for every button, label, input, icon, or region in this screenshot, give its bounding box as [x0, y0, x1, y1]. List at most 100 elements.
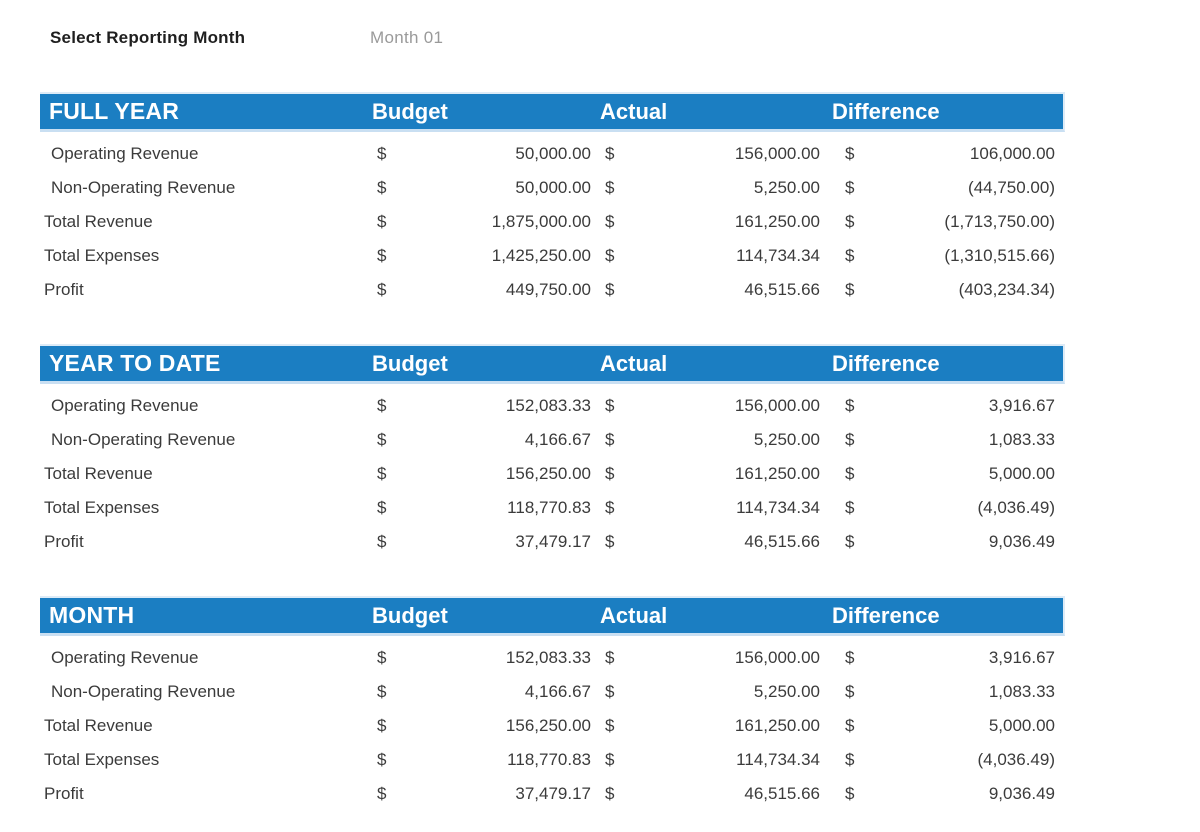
table-rows: Operating Revenue $ 152,083.33 $ 156,000…: [40, 384, 1065, 559]
currency-symbol: $: [377, 396, 387, 415]
reporting-month-value[interactable]: Month 01: [370, 28, 444, 47]
budget-cell: $ 50,000.00: [370, 144, 598, 164]
actual-value: 46,515.66: [744, 532, 820, 551]
currency-symbol: $: [845, 464, 855, 483]
row-label: Total Expenses: [44, 750, 160, 769]
row-label: Total Expenses: [44, 246, 160, 265]
table-row: Total Expenses $ 118,770.83 $ 114,734.34…: [40, 743, 1065, 777]
budget-cell: $ 50,000.00: [370, 178, 598, 198]
table-header: YEAR TO DATE Budget Actual Difference: [40, 344, 1065, 384]
difference-cell: $ 1,083.33: [830, 430, 1065, 450]
currency-symbol: $: [377, 178, 387, 197]
difference-value: (403,234.34): [958, 280, 1055, 299]
currency-symbol: $: [845, 498, 855, 517]
row-label: Profit: [44, 784, 84, 803]
difference-cell: $ (4,036.49): [830, 498, 1065, 518]
currency-symbol: $: [845, 246, 855, 265]
currency-symbol: $: [605, 498, 615, 517]
actual-value: 156,000.00: [734, 144, 820, 163]
currency-symbol: $: [377, 280, 387, 299]
column-header-difference: Difference: [832, 98, 940, 124]
currency-symbol: $: [845, 144, 855, 163]
currency-symbol: $: [377, 750, 387, 769]
budget-cell: $ 449,750.00: [370, 280, 598, 300]
actual-cell: $ 161,250.00: [598, 464, 830, 484]
column-header-budget: Budget: [372, 98, 448, 124]
actual-cell: $ 5,250.00: [598, 430, 830, 450]
actual-value: 5,250.00: [753, 178, 820, 197]
table-row: Total Expenses $ 1,425,250.00 $ 114,734.…: [40, 239, 1065, 273]
table-title: MONTH: [49, 602, 135, 628]
difference-value: (1,713,750.00): [944, 212, 1055, 231]
budget-value: 1,425,250.00: [491, 246, 591, 265]
difference-cell: $ 3,916.67: [830, 396, 1065, 416]
table-row: Profit $ 37,479.17 $ 46,515.66 $ 9,036.4…: [40, 777, 1065, 811]
budget-cell: $ 1,875,000.00: [370, 212, 598, 232]
currency-symbol: $: [845, 682, 855, 701]
reporting-month-label: Select Reporting Month: [50, 28, 246, 47]
budget-value: 118,770.83: [507, 498, 591, 517]
column-header-difference: Difference: [832, 350, 940, 376]
currency-symbol: $: [377, 212, 387, 231]
difference-cell: $ 1,083.33: [830, 682, 1065, 702]
table-row: Total Expenses $ 118,770.83 $ 114,734.34…: [40, 491, 1065, 525]
actual-cell: $ 161,250.00: [598, 716, 830, 736]
budget-cell: $ 1,425,250.00: [370, 246, 598, 266]
column-header-actual: Actual: [600, 98, 668, 124]
actual-cell: $ 156,000.00: [598, 648, 830, 668]
currency-symbol: $: [377, 144, 387, 163]
currency-symbol: $: [605, 750, 615, 769]
actual-value: 114,734.34: [736, 498, 820, 517]
row-label: Total Expenses: [44, 498, 160, 517]
currency-symbol: $: [377, 498, 387, 517]
table-row: Profit $ 37,479.17 $ 46,515.66 $ 9,036.4…: [40, 525, 1065, 559]
row-label: Total Revenue: [44, 464, 153, 483]
budget-cell: $ 152,083.33: [370, 396, 598, 416]
budget-cell: $ 4,166.67: [370, 682, 598, 702]
budget-value: 37,479.17: [515, 784, 591, 803]
currency-symbol: $: [845, 716, 855, 735]
actual-value: 156,000.00: [734, 648, 820, 667]
difference-value: 1,083.33: [988, 430, 1055, 449]
currency-symbol: $: [605, 464, 615, 483]
difference-value: (44,750.00): [968, 178, 1055, 197]
table-title: FULL YEAR: [49, 98, 180, 124]
budget-cell: $ 156,250.00: [370, 464, 598, 484]
actual-cell: $ 161,250.00: [598, 212, 830, 232]
budget-value: 4,166.67: [524, 430, 591, 449]
currency-symbol: $: [605, 682, 615, 701]
difference-cell: $ (1,713,750.00): [830, 212, 1065, 232]
row-label: Operating Revenue: [51, 648, 199, 667]
difference-value: 106,000.00: [969, 144, 1055, 163]
column-header-budget: Budget: [372, 350, 448, 376]
budget-cell: $ 4,166.67: [370, 430, 598, 450]
column-header-budget: Budget: [372, 602, 448, 628]
currency-symbol: $: [377, 648, 387, 667]
currency-symbol: $: [377, 430, 387, 449]
difference-value: (4,036.49): [977, 750, 1056, 769]
actual-value: 5,250.00: [753, 682, 820, 701]
difference-value: 1,083.33: [988, 682, 1055, 701]
currency-symbol: $: [845, 648, 855, 667]
difference-value: 3,916.67: [988, 396, 1055, 415]
budget-value: 37,479.17: [515, 532, 591, 551]
budget-value: 1,875,000.00: [491, 212, 591, 231]
currency-symbol: $: [605, 178, 615, 197]
currency-symbol: $: [605, 648, 615, 667]
currency-symbol: $: [605, 396, 615, 415]
budget-cell: $ 156,250.00: [370, 716, 598, 736]
currency-symbol: $: [605, 144, 615, 163]
actual-cell: $ 46,515.66: [598, 532, 830, 552]
currency-symbol: $: [377, 246, 387, 265]
month-table: MONTH Budget Actual Difference Operating…: [40, 596, 1065, 811]
budget-value: 449,750.00: [505, 280, 591, 299]
currency-symbol: $: [845, 280, 855, 299]
budget-value: 4,166.67: [524, 682, 591, 701]
table-row: Non-Operating Revenue $ 50,000.00 $ 5,25…: [40, 171, 1065, 205]
budget-cell: $ 152,083.33: [370, 648, 598, 668]
column-header-difference: Difference: [832, 602, 940, 628]
difference-cell: $ (1,310,515.66): [830, 246, 1065, 266]
budget-value: 156,250.00: [505, 464, 591, 483]
budget-cell: $ 118,770.83: [370, 498, 598, 518]
